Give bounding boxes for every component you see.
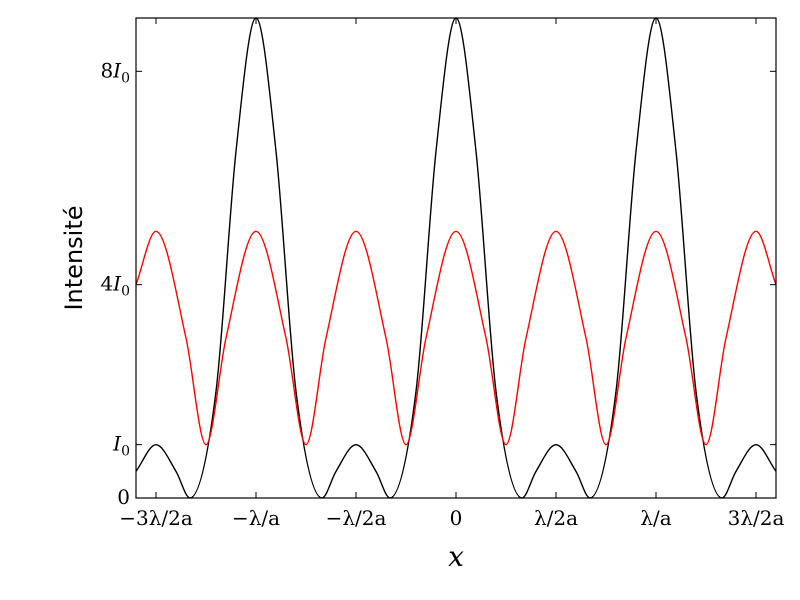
y-tick-label: 8I0 bbox=[100, 58, 130, 86]
x-tick-label: λ/2a bbox=[534, 506, 578, 530]
y-axis-label: Intensité bbox=[60, 205, 88, 310]
red-intensity-curve bbox=[135, 230, 777, 446]
y-tick-label: 0 bbox=[117, 485, 130, 509]
y-tick-label: I0 bbox=[112, 432, 130, 460]
x-tick-label: −3λ/2a bbox=[119, 506, 193, 530]
x-tick-label: λ/a bbox=[640, 506, 671, 530]
tick-labels: −3λ/2a −λ/a −λ/2a 0 λ/2a λ/a 3λ/2a 0 I0 4I0 8I0 bbox=[100, 58, 784, 530]
x-tick-label: −λ/a bbox=[232, 506, 280, 530]
black-intensity-curve bbox=[135, 17, 777, 499]
chart-curves bbox=[135, 17, 777, 499]
x-tick-label: −λ/2a bbox=[326, 506, 387, 530]
axis-ticks bbox=[136, 18, 776, 499]
x-tick-label: 3λ/2a bbox=[728, 506, 785, 530]
plot-frame bbox=[135, 17, 777, 499]
x-tick-label: 0 bbox=[450, 506, 463, 530]
y-tick-label: 4I0 bbox=[100, 272, 130, 300]
x-axis-label: x bbox=[448, 540, 464, 573]
